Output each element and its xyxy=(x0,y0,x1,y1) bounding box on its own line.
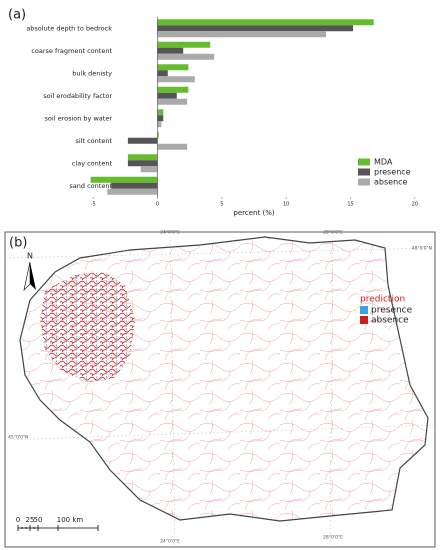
coord-label: 24°0'0"E xyxy=(160,539,180,545)
bar xyxy=(157,143,188,150)
bar xyxy=(107,188,158,195)
panel-label: (a) xyxy=(8,8,26,23)
bar xyxy=(157,31,327,38)
bar xyxy=(157,64,189,71)
scale-label: 50 xyxy=(34,516,43,524)
legend-swatch xyxy=(360,306,368,314)
category-label: soil erodability factor xyxy=(43,92,112,100)
bar xyxy=(127,160,158,167)
north-arrow xyxy=(30,262,36,290)
legend-label: presence xyxy=(371,306,413,316)
legend-swatch xyxy=(358,158,370,166)
bar xyxy=(157,98,188,105)
panel-label: (b) xyxy=(9,236,27,251)
x-tick-label: -5 xyxy=(91,202,96,208)
legend-label: absence xyxy=(374,178,408,187)
x-tick-label: 10 xyxy=(283,202,289,208)
scale-bar xyxy=(17,525,99,531)
legend-swatch xyxy=(358,168,370,176)
north-arrow xyxy=(23,261,31,291)
bar xyxy=(157,19,374,26)
legend-label: absence xyxy=(371,316,409,326)
bar xyxy=(157,41,211,48)
bar xyxy=(140,166,158,173)
bar xyxy=(157,25,354,32)
legend-label: presence xyxy=(374,168,411,177)
coord-label: 45°0'0"N xyxy=(8,435,28,441)
north-label: N xyxy=(27,252,33,261)
bar xyxy=(157,47,184,54)
prediction-cluster xyxy=(40,272,135,382)
category-label: soil erosion by water xyxy=(45,114,113,122)
coord-label: 24°0'0"E xyxy=(160,230,180,236)
legend-label: MDA xyxy=(374,158,393,167)
bar xyxy=(127,154,158,161)
bar xyxy=(157,109,164,116)
bar xyxy=(127,137,158,144)
bar-chart: -5 0 5 10 15 20 percent (%) absolute depth to b… xyxy=(26,17,418,217)
bar xyxy=(157,53,215,60)
x-tick-label: 0 xyxy=(156,202,159,208)
scale-label: 100 km xyxy=(57,516,84,524)
x-tick-label: 5 xyxy=(220,202,223,208)
bar xyxy=(157,115,164,122)
coord-label: 28°0'0"E xyxy=(323,230,343,236)
x-tick-label: 15 xyxy=(347,202,353,208)
scale-label: 0 xyxy=(16,516,20,524)
bar xyxy=(157,76,195,83)
x-tick-label: 20 xyxy=(412,202,418,208)
scale-labels: 0 25 50 100 km xyxy=(16,516,84,524)
legend-swatch xyxy=(358,178,370,186)
category-label: sand content xyxy=(69,182,112,190)
x-axis-label: percent (%) xyxy=(233,209,274,217)
category-label: coarse fragment content xyxy=(31,47,112,55)
bar xyxy=(157,70,168,77)
category-label: clay content xyxy=(72,159,113,167)
bar xyxy=(111,182,158,189)
legend-title: prediction xyxy=(360,295,405,305)
coord-label: 48°0'0"N xyxy=(412,246,432,252)
category-label: silt content xyxy=(76,137,113,145)
bar xyxy=(157,92,177,99)
category-label: bulk denisty xyxy=(72,69,112,77)
category-label: absolute depth to bedrock xyxy=(26,24,112,32)
scale-label: 25 xyxy=(26,516,35,524)
coord-label: 28°0'0"E xyxy=(323,535,343,541)
legend-swatch xyxy=(360,316,368,324)
bar xyxy=(157,86,189,93)
bar xyxy=(90,176,158,183)
bar xyxy=(157,121,162,128)
bar xyxy=(157,131,159,138)
